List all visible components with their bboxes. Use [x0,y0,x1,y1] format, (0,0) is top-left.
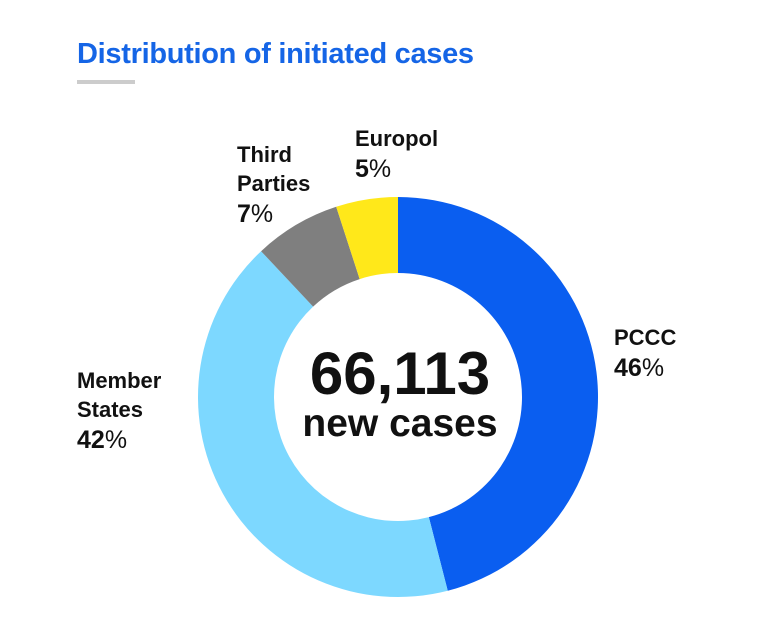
slice-label-member-states: Member States 42% [77,366,161,456]
slice-europol [336,197,398,280]
slice-name-europol: Europol [355,126,439,151]
slice-member-states [197,251,448,597]
slice-percent-third-parties: 7% [237,200,274,228]
slice-name-member-states: Member States [77,368,162,422]
slice-value-europol: 5 [355,155,369,183]
slice-percent-europol: 5% [355,155,392,183]
slice-percent-pccc: 46% [614,354,665,382]
slice-label-pccc: PCCC 46% [614,323,676,384]
slice-label-europol: Europol 5% [355,124,438,185]
slice-value-member-states: 42 [77,426,105,454]
total-cases-label: new cases [302,402,498,445]
chart-title: Distribution of initiated cases [77,38,474,70]
slice-value-third-parties: 7 [237,200,251,228]
slice-name-third-parties: Third Parties [237,142,311,196]
slice-pccc [398,197,599,591]
slice-third-parties [261,206,360,307]
title-underline [77,80,135,84]
slice-percent-member-states: 42% [77,426,128,454]
slice-label-third-parties: Third Parties 7% [237,140,310,230]
slice-value-pccc: 46 [614,354,642,382]
total-cases-value: 66,113 [309,340,491,407]
slice-name-pccc: PCCC [614,325,677,350]
donut-slices [197,197,599,597]
